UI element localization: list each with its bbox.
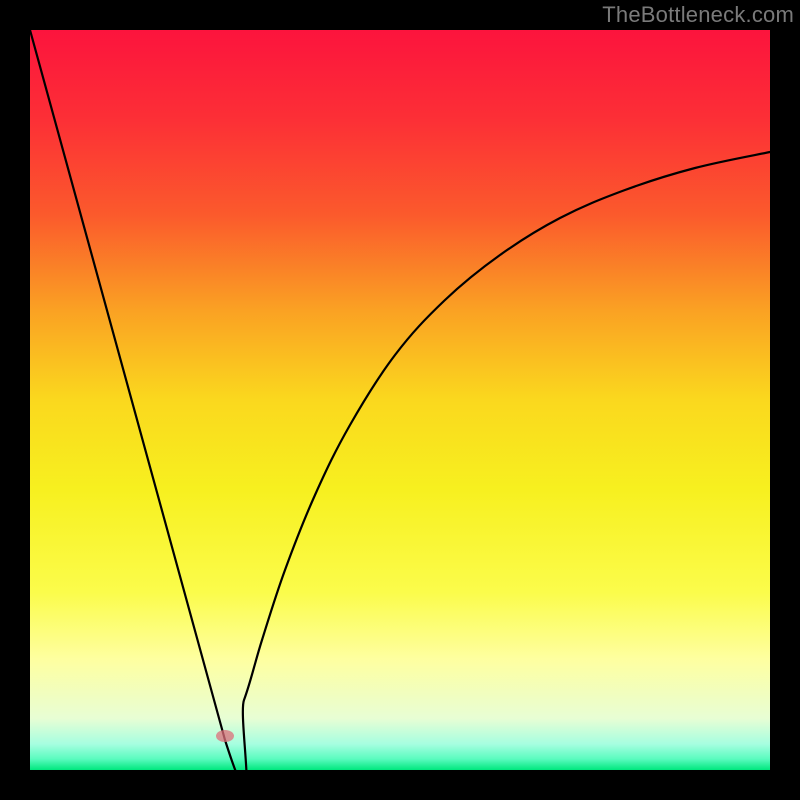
watermark-text: TheBottleneck.com <box>602 2 794 28</box>
chart-container: { "meta": { "watermark": "TheBottleneck.… <box>0 0 800 800</box>
plot-background <box>30 30 770 770</box>
bottleneck-chart <box>0 0 800 800</box>
minimum-marker <box>216 730 234 742</box>
